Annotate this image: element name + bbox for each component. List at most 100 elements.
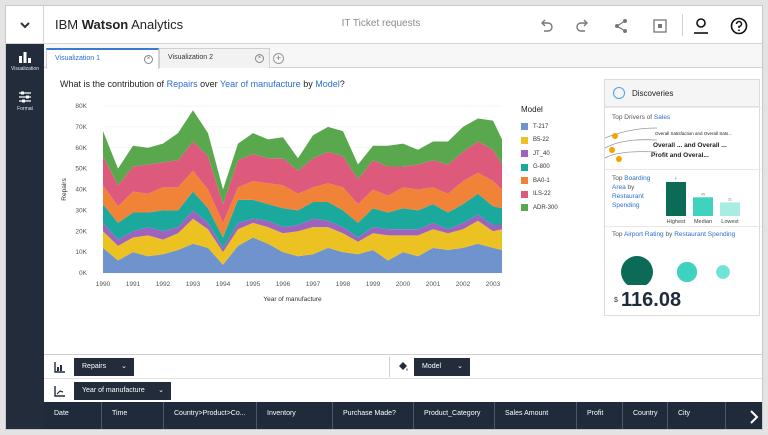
measure-dropdown-label: Repairs (82, 363, 107, 370)
column-header-cell[interactable]: Time (102, 402, 164, 429)
rail-format-button[interactable]: Format (6, 90, 44, 112)
legend-label: T-217 (533, 123, 549, 130)
x-axis-title[interactable]: Year of manufacture (263, 296, 322, 303)
x-axis-dropdown-label: Year of manufacture (82, 387, 145, 394)
y-tick-label: 70K (75, 124, 87, 131)
redo-button[interactable] (572, 15, 594, 37)
question-dimension-link[interactable]: Year of manufacture (219, 79, 301, 89)
discovery-top-drivers[interactable]: Top Drivers of Sales Overall Satisfactio… (605, 107, 761, 169)
boarding-bar-highest[interactable] (666, 182, 686, 216)
area-series-G-800[interactable] (103, 191, 502, 248)
column-header-cell[interactable]: City (668, 402, 726, 429)
discovery-boarding-area[interactable]: Top Boarding Area by Restaurant Spending… (605, 169, 761, 226)
column-header-cell[interactable]: Product_Category (414, 402, 495, 429)
y-axis-title[interactable]: Repairs (61, 178, 68, 201)
close-icon[interactable]: × (255, 54, 264, 63)
bar-category-label: Median (694, 219, 712, 225)
discovery-label-value: Airport Rating (623, 231, 664, 238)
column-header-cell[interactable]: Profit (577, 402, 623, 429)
user-icon (694, 18, 708, 34)
axis-icon (54, 386, 65, 397)
legend-item[interactable]: JT_40 (521, 147, 601, 161)
area-series-ILS-22[interactable] (103, 141, 502, 223)
boarding-bar-chart: F Highest 45 Median 31 Lowest (666, 177, 740, 225)
area-series-ADR-300[interactable] (103, 110, 502, 205)
menu-chevron-button[interactable] (6, 6, 44, 44)
brand-logo: IBM Watson Analytics (55, 17, 183, 32)
column-header-cell[interactable]: Date (44, 402, 102, 429)
driver-item[interactable]: Overall ... and Overall ... (653, 142, 727, 149)
driver-item[interactable]: Overall Satisfaction and Overall Sats... (655, 131, 733, 136)
x-tick-label: 1992 (156, 281, 171, 288)
tab-visualization-2[interactable]: Visualization 2 × (159, 48, 270, 68)
discovery-airport-rating[interactable]: Top Airport Rating by Restaurant Spendin… (605, 226, 761, 316)
lightbulb-icon (613, 87, 625, 99)
boarding-bar-lowest[interactable] (720, 202, 740, 216)
column-header-cell[interactable]: Inventory (257, 402, 333, 429)
question-measure-link[interactable]: Repairs (166, 79, 198, 89)
column-header-cell[interactable]: Purchase Made? (333, 402, 414, 429)
measure-dropdown[interactable]: Repairs ⌄ (74, 358, 134, 376)
legend-item[interactable]: G-800 (521, 161, 601, 175)
airport-bubble[interactable] (676, 261, 698, 283)
y-tick-label: 60K (75, 145, 87, 152)
y-tick-label: 10K (75, 249, 87, 256)
chevron-right-icon (749, 409, 758, 424)
save-icon (653, 19, 667, 33)
airport-bubble[interactable] (716, 265, 730, 279)
x-tick-label: 1994 (216, 281, 231, 288)
area-series-T-217[interactable] (103, 237, 502, 274)
legend-swatch (521, 123, 528, 131)
legend-swatch (521, 190, 528, 198)
discovery-label: Top Drivers of Sales (612, 114, 670, 121)
undo-button[interactable] (535, 15, 557, 37)
discoveries-header[interactable]: Discoveries (605, 80, 759, 107)
tab-visualization-1[interactable]: Visualization 1 × (46, 48, 159, 69)
document-title[interactable]: IT Ticket requests (341, 18, 421, 29)
question-group-link[interactable]: Model (315, 79, 340, 89)
y-tick-label: 50K (75, 166, 87, 173)
legend-items: T-217 B5-22 JT_40 G-800 BA0-1 ILS-22 ADR-300 (521, 120, 601, 215)
x-tick-label: 1991 (126, 281, 141, 288)
brand-suffix: Analytics (131, 17, 184, 32)
save-button[interactable] (649, 15, 671, 37)
driver-item[interactable]: Profit and Overal... (651, 152, 709, 159)
area-series-B5-22[interactable] (103, 218, 502, 265)
tab-label: Visualization 1 (55, 55, 101, 62)
share-button[interactable] (610, 15, 632, 37)
close-icon[interactable]: × (144, 55, 153, 64)
area-series-JT_40[interactable] (103, 210, 502, 253)
bar-axis-icon (54, 362, 65, 373)
legend-item[interactable]: B5-22 (521, 134, 601, 148)
legend-item[interactable]: ADR-300 (521, 201, 601, 215)
chevron-down-icon: ⌄ (121, 363, 127, 370)
area-series-BA0-1[interactable] (103, 170, 502, 238)
paint-bucket-icon (399, 362, 408, 371)
help-button[interactable] (728, 15, 750, 37)
discoveries-title: Discoveries (632, 88, 674, 98)
column-header-cell[interactable]: Country>Product>Co... (164, 402, 257, 429)
next-columns-button[interactable] (744, 402, 762, 429)
legend-item[interactable]: T-217 (521, 120, 601, 134)
legend-item[interactable]: ILS-22 (521, 188, 601, 202)
user-button[interactable] (690, 15, 712, 37)
discovery-label-value: Boarding Area (612, 175, 651, 191)
column-header-cell[interactable]: Country (623, 402, 668, 429)
chevron-down-icon: ⌄ (158, 387, 164, 394)
add-tab-button[interactable]: + (273, 53, 284, 64)
question-title: What is the contribution of Repairs over… (60, 79, 345, 89)
x-axis-dropdown[interactable]: Year of manufacture ⌄ (74, 382, 171, 400)
boarding-bar-median[interactable] (693, 197, 713, 216)
column-header-cell[interactable]: Sales Amount (495, 402, 577, 429)
app-window: IBM Watson Analytics IT Ticket requests … (5, 5, 763, 430)
color-dropdown[interactable]: Model ⌄ (414, 358, 470, 376)
legend-label: JT_40 (533, 150, 550, 157)
x-tick-label: 1995 (246, 281, 261, 288)
y-tick-label: 40K (75, 187, 87, 194)
airport-bubble[interactable] (621, 256, 653, 285)
rail-visualization-button[interactable]: Visualization (6, 50, 44, 72)
legend-swatch (521, 136, 528, 144)
encoding-bar-secondary: Year of manufacture ⌄ (44, 378, 762, 402)
discovery-label-value: Sales (653, 114, 671, 121)
legend-item[interactable]: BA0-1 (521, 174, 601, 188)
